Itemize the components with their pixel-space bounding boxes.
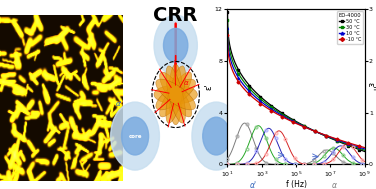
Text: CRR: CRR xyxy=(153,6,198,25)
Ellipse shape xyxy=(156,79,196,110)
Ellipse shape xyxy=(169,64,182,125)
Y-axis label: ε': ε' xyxy=(204,84,213,90)
Text: α': α' xyxy=(115,101,122,107)
Text: α: α xyxy=(184,80,189,86)
Circle shape xyxy=(111,102,159,170)
Ellipse shape xyxy=(154,85,197,104)
Legend: 50 °C, 30 °C, 10 °C, -10 °C: 50 °C, 30 °C, 10 °C, -10 °C xyxy=(337,11,363,44)
Ellipse shape xyxy=(160,72,192,117)
Text: core: core xyxy=(128,134,142,139)
Circle shape xyxy=(154,15,197,76)
Ellipse shape xyxy=(166,66,185,123)
Text: α: α xyxy=(331,181,337,189)
Circle shape xyxy=(121,117,149,155)
Circle shape xyxy=(164,28,188,62)
Ellipse shape xyxy=(156,79,196,110)
Circle shape xyxy=(192,102,241,170)
Circle shape xyxy=(203,117,230,155)
X-axis label: f (Hz): f (Hz) xyxy=(286,180,306,189)
Ellipse shape xyxy=(166,66,185,123)
Y-axis label: ε'': ε'' xyxy=(365,82,374,91)
Ellipse shape xyxy=(160,72,192,117)
Text: α': α' xyxy=(250,181,257,189)
